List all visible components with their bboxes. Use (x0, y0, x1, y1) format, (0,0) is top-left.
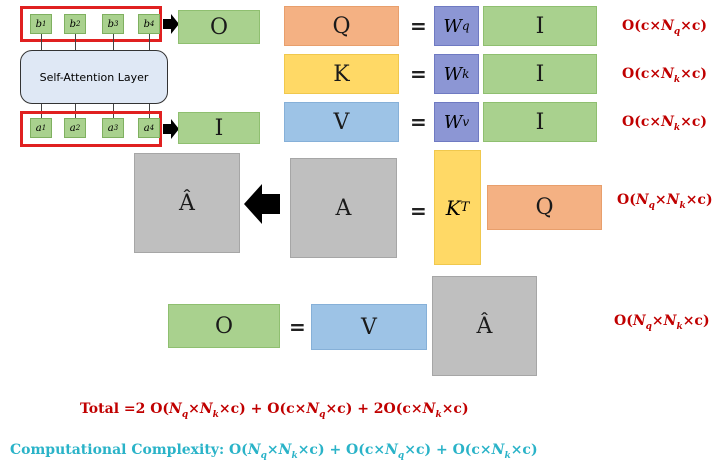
connector-b4 (149, 34, 150, 50)
token-a2-sup: 2 (75, 124, 81, 132)
weight-Wv-label: W (443, 111, 463, 133)
input-tokens-frame (20, 111, 162, 147)
computational-complexity: Computational Complexity: O(Nq×Nk×c) + O… (10, 442, 538, 461)
attention-A-box: A (290, 158, 397, 258)
token-a4-sup: 4 (149, 124, 155, 132)
token-b2-sup: 2 (75, 20, 81, 28)
query-Q-box-2: Q (487, 185, 602, 230)
self-attention-layer: Self-Attention Layer (20, 50, 168, 104)
complexity-a: O(Nq×Nk×c) (617, 192, 713, 211)
token-b1-sup: 1 (41, 20, 47, 28)
input-I-box: I (178, 112, 260, 144)
connector-b2 (75, 34, 76, 50)
value-V-box: V (284, 102, 399, 142)
key-transpose-label: K (445, 195, 461, 220)
token-a3-sup: 3 (113, 124, 119, 132)
weight-Wk-label: W (443, 63, 463, 85)
big-left-arrow-icon (244, 184, 280, 224)
equals-k: = (410, 62, 427, 86)
key-transpose-sup: T (460, 200, 470, 215)
arrow-to-O-icon (163, 14, 179, 34)
output-tokens-frame (20, 6, 162, 42)
output-O-box: O (178, 10, 260, 44)
value-V-box-2: V (311, 304, 427, 350)
equals-a: = (410, 199, 427, 223)
arrow-to-I-icon (163, 119, 179, 139)
output-O-box-2: O (168, 304, 280, 348)
connector-b3 (113, 34, 114, 50)
attention-A-hat-box-2: Â (432, 276, 537, 376)
weight-Wq-sup: q (461, 19, 470, 33)
input-I-box-k: I (483, 54, 597, 94)
key-K-box: K (284, 54, 399, 94)
query-Q-box: Q (284, 6, 399, 46)
weight-Wk-sup: k (462, 67, 470, 81)
weight-Wv-sup: v (462, 115, 470, 129)
attention-A-hat-box: Â (134, 153, 240, 253)
weight-Wq-label: W (443, 15, 462, 37)
token-a1-sup: 1 (41, 124, 47, 132)
complexity-q: O(c×Nq×c) (622, 18, 708, 37)
complexity-v: O(c×Nk×c) (622, 114, 708, 133)
total-complexity: Total =2 O(Nq×Nk×c) + O(c×Nq×c) + 2O(c×N… (80, 401, 469, 420)
equals-q: = (410, 14, 427, 38)
token-b4-sup: 4 (149, 20, 155, 28)
equals-o: = (289, 315, 306, 339)
token-b3-sup: 3 (113, 20, 119, 28)
input-I-box-v: I (483, 102, 597, 142)
complexity-k: O(c×Nk×c) (622, 66, 708, 85)
connector-b1 (41, 34, 42, 50)
equals-v: = (410, 110, 427, 134)
input-I-box-q: I (483, 6, 597, 46)
complexity-o: O(Nq×Nk×c) (614, 313, 710, 332)
